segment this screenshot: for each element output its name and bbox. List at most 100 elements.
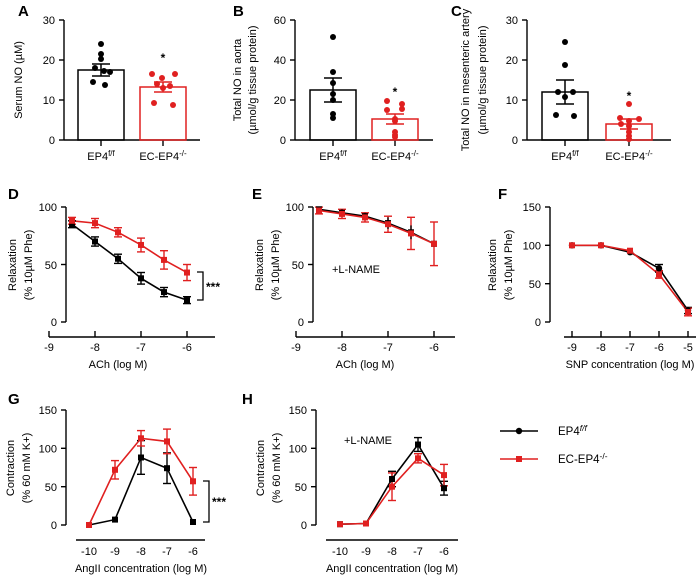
panel-d-chart: 0 50 100 Relaxation (% 10µM Phe) -9 -8 -… [7, 202, 220, 371]
error-bars-knockout [68, 216, 191, 282]
panel-letter-a: A [18, 3, 29, 20]
panel-letter-e: E [252, 186, 263, 203]
panel-b-chart: 0 20 40 60 Total NO in aorta (µmol/g tis… [232, 15, 433, 163]
x-axis-title: ACh (log M) [89, 359, 148, 371]
y-tick-label-0: 0 [512, 135, 518, 147]
scatter-knockout [617, 101, 642, 142]
y-tick-label-100: 100 [286, 202, 304, 214]
y-tick-label-150: 150 [289, 405, 307, 417]
y-axis-title-line2: (µmol/g tissue protein) [477, 25, 489, 134]
x-axis-title: AngII concentration (log M) [75, 563, 207, 575]
x-tick-label--9: -9 [291, 342, 301, 354]
x-tick-label--10: -10 [332, 546, 348, 558]
panel-h: H 0 50 100 150 Contraction (% 60 mM K+) … [230, 380, 470, 579]
x-tick-label--10: -10 [81, 546, 97, 558]
markers-knockout [569, 242, 691, 315]
x-axis-title: AngII concentration (log M) [326, 563, 458, 575]
markers-knockout [337, 455, 447, 528]
line-knockout [318, 209, 435, 245]
significance-stars: *** [212, 495, 226, 509]
y-tick-label-150: 150 [523, 202, 541, 214]
scatter-control [330, 34, 336, 121]
legend-marker-control [515, 427, 523, 435]
panel-d: D 0 50 100 Relaxation (% 10µM Phe) -9 -8… [0, 185, 230, 375]
y-axis-title-line2: (% 60 mM K+) [21, 433, 33, 504]
y-tick-label-0: 0 [298, 317, 304, 329]
y-tick-label-20: 20 [506, 55, 518, 67]
x-tick-label--7: -7 [136, 342, 146, 354]
treatment-annotation: +L-NAME [332, 264, 380, 276]
y-tick-label-0: 0 [280, 135, 286, 147]
panel-f-chart: 0 50 100 150 Relaxation (% 10µM Phe) -9 … [487, 202, 696, 371]
panel-a-chart: 0 10 20 30 Serum NO (µM) [13, 15, 200, 163]
legend-label-knockout: EC-EP4-/- [558, 451, 608, 466]
markers-knockout [69, 217, 190, 276]
error-bars-control [68, 220, 191, 305]
y-tick-label-0: 0 [51, 317, 57, 329]
significance-bracket [197, 271, 204, 301]
panel-e-chart: 0 50 100 Relaxation (% 10µM Phe) -9 -8 -… [254, 202, 455, 371]
bar-knockout [139, 86, 187, 141]
legend-label-control: EP4f/f [558, 423, 588, 438]
y-tick-label-40: 40 [274, 55, 286, 67]
line-knockout [71, 220, 188, 274]
significance-star: * [627, 89, 632, 103]
panel-letter-f: F [498, 186, 508, 203]
y-tick-label-50: 50 [292, 260, 304, 272]
y-tick-label-0: 0 [49, 135, 55, 147]
significance-star: * [393, 85, 398, 99]
x-tick-label--7: -7 [383, 342, 393, 354]
x-tick-label--7: -7 [625, 342, 635, 354]
y-axis-title-line1: Contraction [255, 440, 267, 496]
x-tick-label--5: -5 [683, 342, 693, 354]
panel-letter-b: B [233, 3, 244, 20]
x-tick-label--8: -8 [337, 342, 347, 354]
x-tick-label--8: -8 [387, 546, 397, 558]
significance-stars: *** [206, 280, 220, 294]
y-tick-label-100: 100 [289, 444, 307, 456]
y-axis-title-line1: Relaxation [254, 239, 266, 291]
x-axis-title: ACh (log M) [336, 359, 395, 371]
x-tick-label--6: -6 [654, 342, 664, 354]
y-tick-label-30: 30 [506, 15, 518, 27]
markers-control [69, 221, 190, 304]
panel-g: G 0 50 100 150 Contraction (% 60 mM K+) … [0, 380, 230, 579]
line-control [318, 208, 435, 245]
x-label-knockout: EC-EP4-/- [139, 149, 187, 163]
legend-svg: EP4f/f EC-EP4-/- [500, 423, 608, 466]
x-label-control: EP4f/f [551, 149, 579, 163]
x-label-control: EP4f/f [319, 149, 347, 163]
y-tick-label-50: 50 [45, 260, 57, 272]
y-axis-title-line1: Relaxation [487, 239, 499, 291]
y-tick-label-100: 100 [39, 444, 57, 456]
panel-letter-h: H [242, 391, 253, 408]
x-label-knockout: EC-EP4-/- [605, 149, 653, 163]
y-tick-label-10: 10 [506, 95, 518, 107]
y-axis-title-line2: (% 60 mM K+) [271, 433, 283, 504]
y-tick-label-150: 150 [39, 405, 57, 417]
panel-c-chart: 0 10 20 30 Total NO in mesenteric artery… [460, 8, 671, 163]
y-axis-title-line1: Relaxation [7, 239, 19, 291]
panel-letter-d: D [8, 186, 19, 203]
scatter-knockout [384, 98, 405, 140]
panel-letter-c: C [451, 3, 462, 20]
y-tick-label-0: 0 [535, 317, 541, 329]
y-axis-title-line2: (% 10µM Phe) [23, 230, 35, 301]
figure-legend: EP4f/f EC-EP4-/- [490, 415, 700, 495]
y-tick-label-30: 30 [43, 15, 55, 27]
y-tick-label-0: 0 [51, 520, 57, 532]
x-tick-label--9: -9 [361, 546, 371, 558]
x-tick-label--8: -8 [136, 546, 146, 558]
y-tick-label-50: 50 [295, 482, 307, 494]
markers-knockout [86, 435, 196, 528]
panel-a: A 0 10 20 30 Serum NO (µM) [0, 0, 215, 180]
scatter-knockout [149, 71, 178, 108]
y-tick-label-20: 20 [274, 95, 286, 107]
panel-g-chart: 0 50 100 150 Contraction (% 60 mM K+) -1… [5, 405, 226, 575]
y-axis-title: Serum NO (µM) [13, 41, 25, 119]
y-axis-title-line2: (% 10µM Phe) [270, 230, 282, 301]
x-tick-label--7: -7 [162, 546, 172, 558]
x-label-control: EP4f/f [87, 149, 115, 163]
y-tick-label-60: 60 [274, 15, 286, 27]
